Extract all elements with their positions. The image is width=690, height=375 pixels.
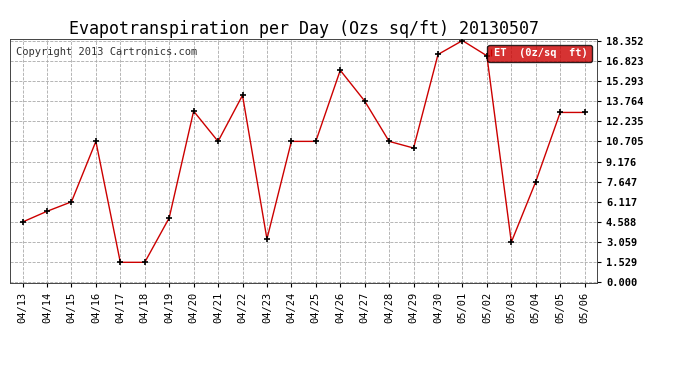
Text: Copyright 2013 Cartronics.com: Copyright 2013 Cartronics.com	[17, 47, 197, 57]
Title: Evapotranspiration per Day (Ozs sq/ft) 20130507: Evapotranspiration per Day (Ozs sq/ft) 2…	[68, 20, 539, 38]
Legend: ET  (0z/sq  ft): ET (0z/sq ft)	[487, 45, 591, 62]
